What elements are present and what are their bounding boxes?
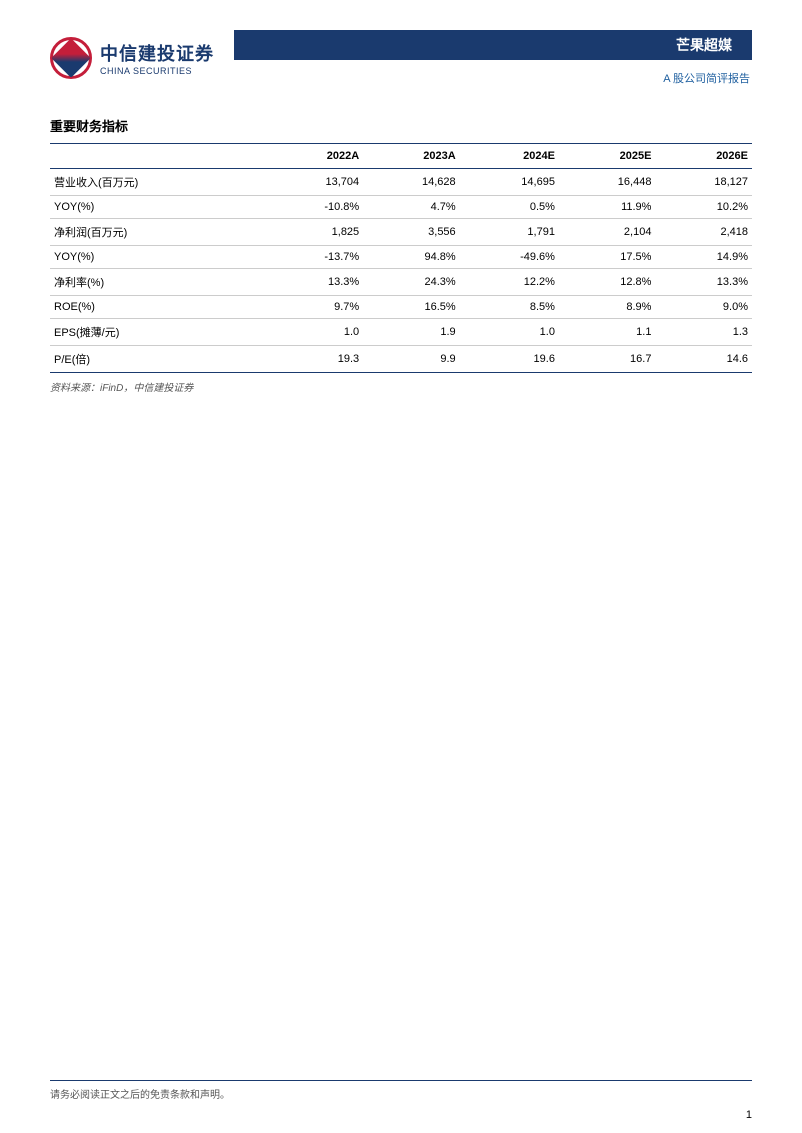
table-cell: -10.8% xyxy=(264,196,363,219)
table-cell: 3,556 xyxy=(363,219,460,246)
table-cell: 8.5% xyxy=(460,296,559,319)
table-cell: 19.3 xyxy=(264,346,363,373)
table-cell: 16,448 xyxy=(559,169,656,196)
col-header: 2023A xyxy=(363,144,460,169)
col-header: 2025E xyxy=(559,144,656,169)
table-cell: 营业收入(百万元) xyxy=(50,169,264,196)
table-cell: 1.0 xyxy=(264,319,363,346)
table-cell: P/E(倍) xyxy=(50,346,264,373)
section-title: 重要财务指标 xyxy=(50,116,752,135)
footer-text: 请务必阅读正文之后的免责条款和声明。 xyxy=(50,1090,230,1101)
table-cell: YOY(%) xyxy=(50,196,264,219)
table-cell: 1,825 xyxy=(264,219,363,246)
table-cell: -49.6% xyxy=(460,246,559,269)
table-row: 营业收入(百万元)13,70414,62814,69516,44818,127 xyxy=(50,169,752,196)
table-cell: 13.3% xyxy=(655,269,752,296)
table-cell: 94.8% xyxy=(363,246,460,269)
table-cell: 1.3 xyxy=(655,319,752,346)
table-cell: 1,791 xyxy=(460,219,559,246)
table-cell: EPS(摊薄/元) xyxy=(50,319,264,346)
financial-table-container: 2022A 2023A 2024E 2025E 2026E 营业收入(百万元)1… xyxy=(50,143,752,373)
header-right: 芒果超媒 A 股公司简评报告 xyxy=(234,30,752,86)
table-cell: 13.3% xyxy=(264,269,363,296)
page-footer: 请务必阅读正文之后的免责条款和声明。 1 xyxy=(50,1080,752,1103)
table-row: EPS(摊薄/元)1.01.91.01.11.3 xyxy=(50,319,752,346)
table-cell: 12.8% xyxy=(559,269,656,296)
table-cell: 9.0% xyxy=(655,296,752,319)
table-row: 净利润(百万元)1,8253,5561,7912,1042,418 xyxy=(50,219,752,246)
table-cell: 8.9% xyxy=(559,296,656,319)
header-bar: 芒果超媒 xyxy=(234,30,752,60)
table-cell: 11.9% xyxy=(559,196,656,219)
table-row: ROE(%)9.7%16.5%8.5%8.9%9.0% xyxy=(50,296,752,319)
table-cell: 14,695 xyxy=(460,169,559,196)
page-number: 1 xyxy=(746,1109,752,1121)
table-cell: 16.7 xyxy=(559,346,656,373)
table-cell: 9.9 xyxy=(363,346,460,373)
col-header: 2022A xyxy=(264,144,363,169)
logo-text: 中信建投证券 CHINA SECURITIES xyxy=(100,40,214,76)
table-cell: 12.2% xyxy=(460,269,559,296)
table-cell: 净利润(百万元) xyxy=(50,219,264,246)
table-row: YOY(%)-13.7%94.8%-49.6%17.5%14.9% xyxy=(50,246,752,269)
table-header-row: 2022A 2023A 2024E 2025E 2026E xyxy=(50,144,752,169)
page-header: 中信建投证券 CHINA SECURITIES 芒果超媒 A 股公司简评报告 xyxy=(0,0,802,86)
table-cell: 1.9 xyxy=(363,319,460,346)
table-cell: 14.9% xyxy=(655,246,752,269)
table-cell: 14.6 xyxy=(655,346,752,373)
table-cell: 2,418 xyxy=(655,219,752,246)
table-cell: 16.5% xyxy=(363,296,460,319)
logo-en: CHINA SECURITIES xyxy=(100,66,214,76)
table-cell: 14,628 xyxy=(363,169,460,196)
table-row: P/E(倍)19.39.919.616.714.6 xyxy=(50,346,752,373)
table-cell: 净利率(%) xyxy=(50,269,264,296)
content-area: 重要财务指标 2022A 2023A 2024E 2025E 2026E 营业收… xyxy=(0,86,802,394)
col-header: 2026E xyxy=(655,144,752,169)
report-type: A 股公司简评报告 xyxy=(663,70,752,86)
table-cell: 10.2% xyxy=(655,196,752,219)
table-cell: -13.7% xyxy=(264,246,363,269)
table-cell: YOY(%) xyxy=(50,246,264,269)
logo-icon xyxy=(50,37,92,79)
table-cell: 4.7% xyxy=(363,196,460,219)
table-row: YOY(%)-10.8%4.7%0.5%11.9%10.2% xyxy=(50,196,752,219)
table-row: 净利率(%)13.3%24.3%12.2%12.8%13.3% xyxy=(50,269,752,296)
table-cell: 18,127 xyxy=(655,169,752,196)
col-header: 2024E xyxy=(460,144,559,169)
financial-table: 2022A 2023A 2024E 2025E 2026E 营业收入(百万元)1… xyxy=(50,143,752,373)
table-cell: 1.0 xyxy=(460,319,559,346)
logo-section: 中信建投证券 CHINA SECURITIES xyxy=(50,37,214,79)
table-cell: 19.6 xyxy=(460,346,559,373)
company-name: 芒果超媒 xyxy=(676,35,732,55)
col-header xyxy=(50,144,264,169)
table-cell: 9.7% xyxy=(264,296,363,319)
table-cell: 2,104 xyxy=(559,219,656,246)
table-cell: 13,704 xyxy=(264,169,363,196)
footer-divider: 请务必阅读正文之后的免责条款和声明。 xyxy=(50,1080,752,1103)
logo-cn: 中信建投证券 xyxy=(100,40,214,66)
table-cell: 24.3% xyxy=(363,269,460,296)
table-cell: 17.5% xyxy=(559,246,656,269)
table-cell: 0.5% xyxy=(460,196,559,219)
source-note: 资料来源：iFinD，中信建投证券 xyxy=(50,379,752,394)
table-cell: 1.1 xyxy=(559,319,656,346)
table-cell: ROE(%) xyxy=(50,296,264,319)
